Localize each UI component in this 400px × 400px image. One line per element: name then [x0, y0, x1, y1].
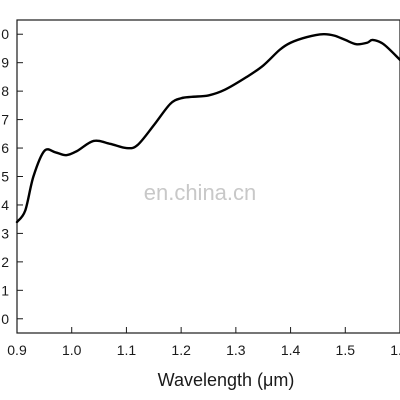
- x-tick-label: 1.5: [336, 342, 356, 358]
- y-tick-label: 7: [1, 112, 9, 128]
- y-tick-label: 5: [1, 169, 9, 185]
- x-tick-label: 1.6: [390, 342, 400, 358]
- x-axis-title: Wavelength (μm): [158, 370, 295, 390]
- x-tick-label: 1.3: [226, 342, 246, 358]
- x-tick-label: 1.1: [117, 342, 137, 358]
- x-axis-ticks: 0.9 1.0 1.1 1.2 1.3 1.4 1.5 1.6: [7, 327, 400, 358]
- x-tick-label: 1.2: [171, 342, 191, 358]
- y-tick-label: 9: [1, 55, 9, 71]
- y-tick-label: 4: [1, 197, 9, 213]
- y-tick-label: 1: [1, 282, 9, 298]
- plot-frame: [16, 19, 400, 334]
- y-tick-label: 0: [1, 311, 9, 327]
- watermark-text: en.china.cn: [144, 180, 257, 205]
- spectrum-line: [15, 32, 400, 224]
- y-tick-label: 6: [1, 140, 9, 156]
- y-axis-ticks: 0 1 2 3 4 5 6 7 8 9 0: [1, 26, 23, 327]
- y-tick-label: 0: [1, 26, 9, 42]
- y-tick-label: 8: [1, 83, 9, 99]
- x-tick-label: 0.9: [7, 342, 27, 358]
- plot-area: [16, 19, 400, 334]
- x-tick-label: 1.4: [281, 342, 301, 358]
- x-tick-label: 1.0: [62, 342, 82, 358]
- y-tick-label: 2: [1, 254, 9, 270]
- y-tick-label: 3: [1, 225, 9, 241]
